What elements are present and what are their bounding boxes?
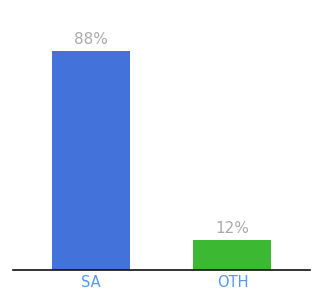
Text: 88%: 88% — [74, 32, 108, 47]
Bar — [194, 240, 271, 270]
Bar — [52, 51, 130, 270]
Text: 12%: 12% — [215, 221, 249, 236]
